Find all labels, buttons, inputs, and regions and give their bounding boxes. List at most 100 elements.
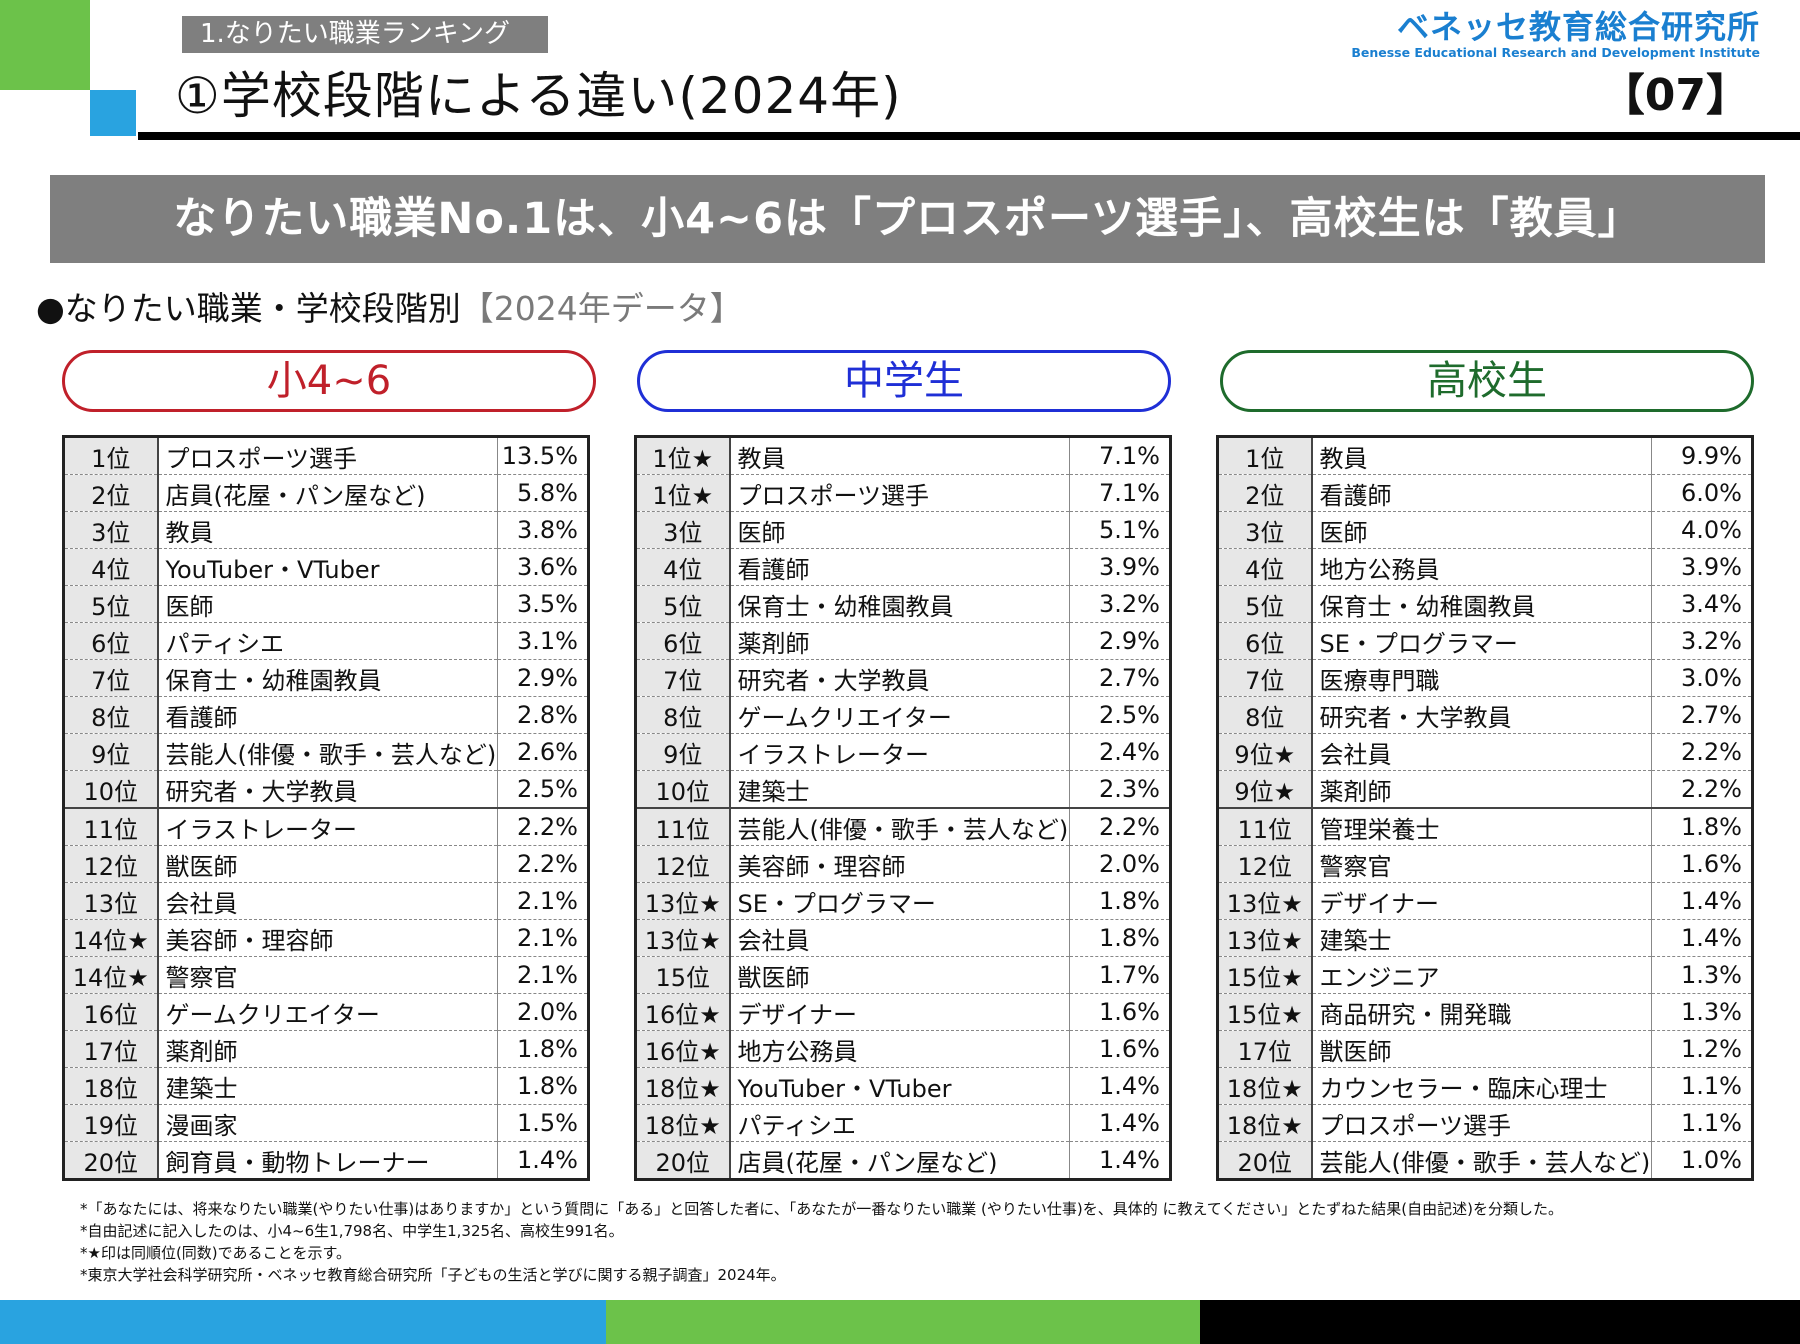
percent-cell: 1.4% [1069,1104,1171,1142]
table-row: 13位★ 会社員 1.8% [635,919,1171,957]
rank-cell: 9位★ [1217,733,1313,771]
rank-cell: 2位 [63,474,159,512]
rank-cell: 1位 [1217,436,1313,475]
percent-cell: 2.9% [497,659,589,697]
occupation-cell: デザイナー [729,993,1070,1031]
occupation-cell: 教員 [729,436,1070,475]
percent-cell: 7.1% [1069,436,1171,475]
percent-cell: 1.6% [1069,1030,1171,1068]
percent-cell: 3.1% [497,622,589,660]
table-row: 9位 芸能人(俳優・歌手・芸人など) 2.6% [63,733,589,771]
percent-cell: 4.0% [1651,511,1753,549]
occupation-cell: 教員 [1311,436,1652,475]
occupation-cell: 保育士・幼稚園教員 [729,585,1070,623]
percent-cell: 1.1% [1651,1067,1753,1105]
table-row: 18位★ カウンセラー・臨床心理士 1.1% [1217,1067,1753,1105]
page-number: 【07】 [1600,70,1750,121]
percent-cell: 2.2% [1069,808,1171,846]
rank-cell: 16位★ [635,993,731,1031]
rank-cell: 13位★ [1217,882,1313,920]
rank-cell: 18位 [63,1067,159,1105]
occupation-cell: カウンセラー・臨床心理士 [1311,1067,1652,1105]
subhead-label: ●なりたい職業・学校段階別 [36,289,461,328]
rank-cell: 9位 [63,733,159,771]
rank-cell: 14位★ [63,919,159,957]
table-row: 10位 建築士 2.3% [635,770,1171,809]
table-row: 1位★ プロスポーツ選手 7.1% [635,474,1171,512]
table-row: 9位 イラストレーター 2.4% [635,733,1171,771]
table-row: 3位 医師 4.0% [1217,511,1753,549]
rank-cell: 15位★ [1217,956,1313,994]
occupation-cell: 薬剤師 [729,622,1070,660]
table-row: 5位 保育士・幼稚園教員 3.2% [635,585,1171,623]
percent-cell: 2.1% [497,956,589,994]
occupation-cell: プロスポーツ選手 [1311,1104,1652,1142]
headline-banner: なりたい職業No.1は、小4~6は「プロスポーツ選手」、高校生は「教員」 [50,175,1765,263]
occupation-cell: 薬剤師 [1311,770,1652,809]
rank-cell: 4位 [635,548,731,586]
rank-cell: 9位 [635,733,731,771]
table-row: 18位 建築士 1.8% [63,1067,589,1105]
rank-cell: 17位 [1217,1030,1313,1068]
percent-cell: 1.5% [497,1104,589,1142]
table-row: 19位 漫画家 1.5% [63,1104,589,1142]
table-row: 7位 医療専門職 3.0% [1217,659,1753,697]
table-row: 15位★ 商品研究・開発職 1.3% [1217,993,1753,1031]
rank-cell: 3位 [1217,511,1313,549]
occupation-cell: 会社員 [157,882,498,920]
table-row: 14位★ 美容師・理容師 2.1% [63,919,589,957]
rank-cell: 13位★ [635,919,731,957]
rank-cell: 15位★ [1217,993,1313,1031]
percent-cell: 1.0% [1681,1146,1742,1174]
table-row: 18位★ プロスポーツ選手 1.1% [1217,1104,1753,1142]
rank-cell: 14位★ [63,956,159,994]
table-row: 3位 教員 3.8% [63,511,589,549]
rank-cell: 8位 [635,696,731,734]
group-header-junior-high: 中学生 [637,350,1171,412]
occupation-cell: YouTuber・VTuber [729,1067,1070,1105]
table-row: 12位 警察官 1.6% [1217,845,1753,883]
rank-cell: 16位 [63,993,159,1031]
section-tag: 1.なりたい職業ランキング [182,16,548,53]
rank-cell: 19位 [63,1104,159,1142]
occupation-cell: 管理栄養士 [1311,808,1652,846]
percent-cell: 2.9% [1069,622,1171,660]
footnote: *自由記述に記入したのは、小4~6生1,798名、中学生1,325名、高校生99… [80,1222,624,1240]
percent-cell: 1.4% [1651,882,1753,920]
percent-cell: 1.7% [1069,956,1171,994]
rank-cell: 17位 [63,1030,159,1068]
group-header-high-school: 高校生 [1220,350,1754,412]
percent-cell: 2.5% [1069,696,1171,734]
occupation-cell: 研究者・大学教員 [729,659,1070,697]
table-row: 5位 保育士・幼稚園教員 3.4% [1217,585,1753,623]
rank-cell: 1位★ [635,436,731,475]
rank-cell: 4位 [1217,548,1313,586]
occupation-cell: 芸能人(俳優・歌手・芸人など) [1311,1141,1652,1180]
rank-cell: 5位 [1217,585,1313,623]
rank-cell: 4位 [63,548,159,586]
occupation-cell: 飼育員・動物トレーナー [157,1141,498,1180]
occupation-cell: SE・プログラマー [1311,622,1652,660]
table-row: 8位 研究者・大学教員 2.7% [1217,696,1753,734]
percent-cell: 2.5% [497,770,589,809]
rank-cell: 3位 [635,511,731,549]
table-row: 14位★ 警察官 2.1% [63,956,589,994]
rank-cell: 8位 [63,696,159,734]
occupation-cell: 建築士 [157,1067,498,1105]
occupation-cell: 研究者・大学教員 [157,770,498,809]
chart-subhead: ●なりたい職業・学校段階別【2024年データ】 [36,287,743,331]
table-row: 20位 飼育員・動物トレーナー 1.4% [63,1141,589,1180]
table-row: 2位 看護師 6.0% [1217,474,1753,512]
rank-cell: 13位★ [635,882,731,920]
percent-cell: 1.3% [1651,956,1753,994]
footer-bar-green [606,1300,1200,1344]
rank-cell: 8位 [1217,696,1313,734]
table-row: 7位 研究者・大学教員 2.7% [635,659,1171,697]
percent-cell: 2.7% [1651,696,1753,734]
percent-cell: 2.3% [1069,770,1171,809]
percent-cell: 9.9% [1651,436,1753,475]
rank-cell: 1位 [63,436,159,475]
occupation-cell: 地方公務員 [729,1030,1070,1068]
table-row: 16位★ デザイナー 1.6% [635,993,1171,1031]
rank-cell: 6位 [1217,622,1313,660]
